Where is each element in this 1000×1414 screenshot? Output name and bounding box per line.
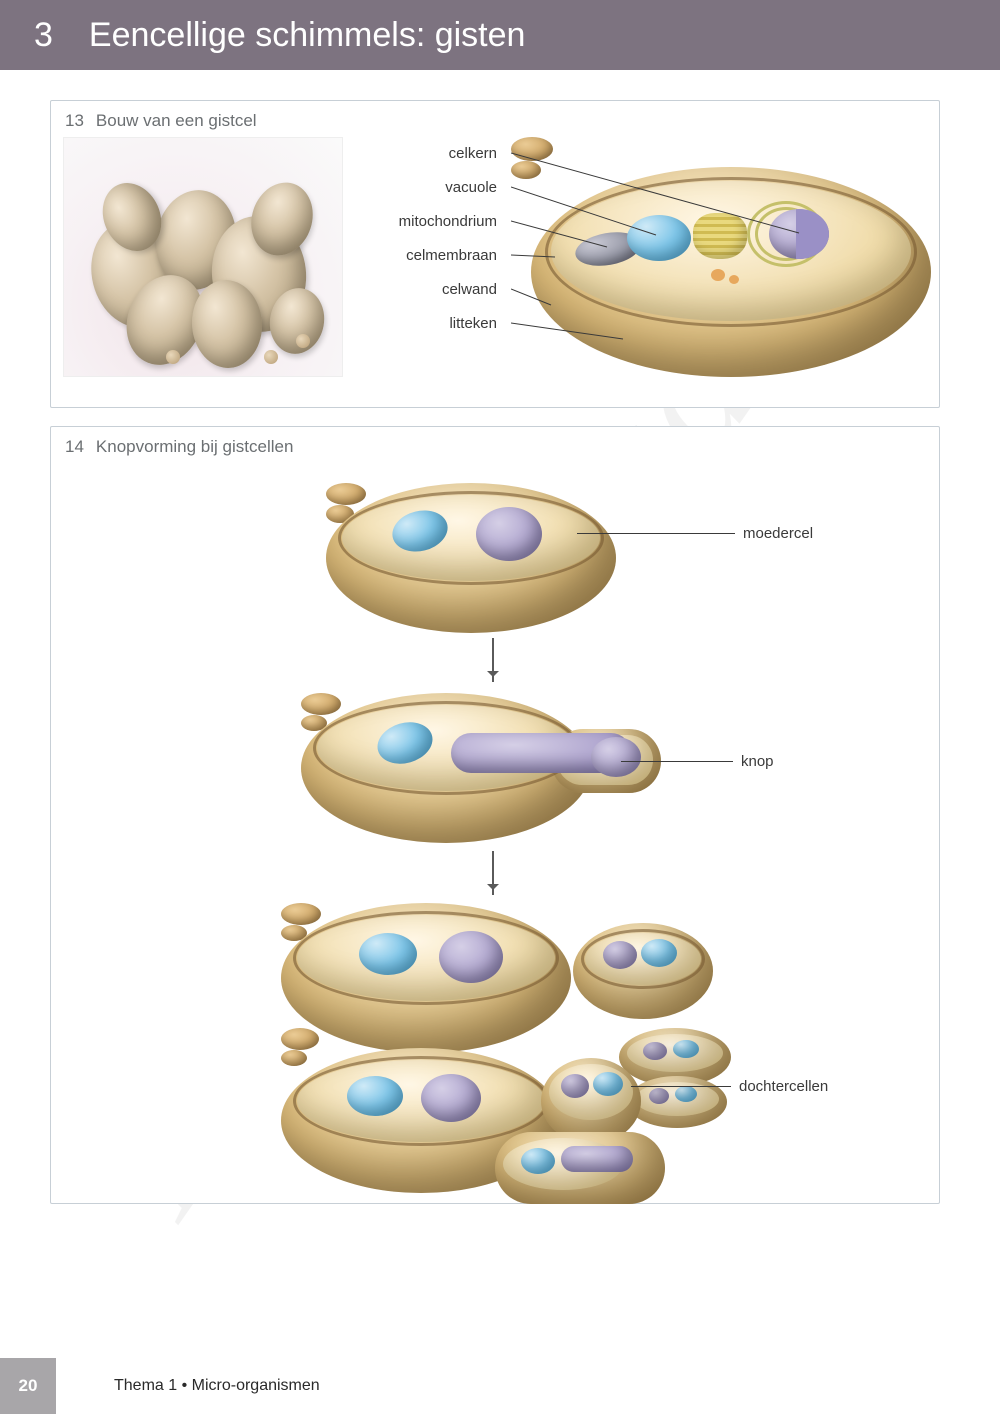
leader-moedercel: [577, 533, 735, 534]
figure-13-label-column: celkern vacuole mitochondrium celmembraa…: [357, 137, 497, 393]
label-celmembraan: celmembraan: [406, 247, 497, 264]
arrow-1: [492, 638, 494, 682]
label-litteken: litteken: [449, 315, 497, 332]
figure-14-title: Knopvorming bij gistcellen: [96, 437, 294, 457]
page-footer: 20 Thema 1 • Micro-organismen: [0, 1358, 320, 1414]
label-vacuole: vacuole: [445, 179, 497, 196]
stage-2-cell: [301, 693, 671, 843]
figure-14-panel: 14 Knopvorming bij gistcellen moedercel: [50, 426, 940, 1204]
label-mitochondrium: mitochondrium: [399, 213, 497, 230]
figure-13-panel: 13 Bouw van een gistcel celkern v: [50, 100, 940, 408]
section-title: Eencellige schimmels: gisten: [89, 16, 526, 55]
label-celwand: celwand: [442, 281, 497, 298]
stage-4-cell: [281, 1028, 741, 1203]
label-celkern: celkern: [449, 145, 497, 162]
label-knop: knop: [741, 753, 774, 770]
chapter-header: 3 Eencellige schimmels: gisten: [0, 0, 1000, 70]
section-number: 3: [34, 16, 53, 55]
leader-knop: [621, 761, 733, 762]
figure-13-number: 13: [65, 111, 84, 131]
page-number-tab: 20: [0, 1358, 56, 1414]
figure-13-title: Bouw van een gistcel: [96, 111, 257, 131]
figure-14-number: 14: [65, 437, 84, 457]
stage-1-cell: [326, 483, 616, 633]
arrow-2: [492, 851, 494, 895]
theme-breadcrumb: Thema 1 • Micro-organismen: [114, 1377, 320, 1395]
label-moedercel: moedercel: [743, 525, 813, 542]
yeast-cell-diagram: [511, 137, 927, 393]
label-dochtercellen: dochtercellen: [739, 1078, 828, 1095]
leader-dochtercellen: [631, 1086, 731, 1087]
yeast-cluster-photo: [63, 137, 343, 377]
